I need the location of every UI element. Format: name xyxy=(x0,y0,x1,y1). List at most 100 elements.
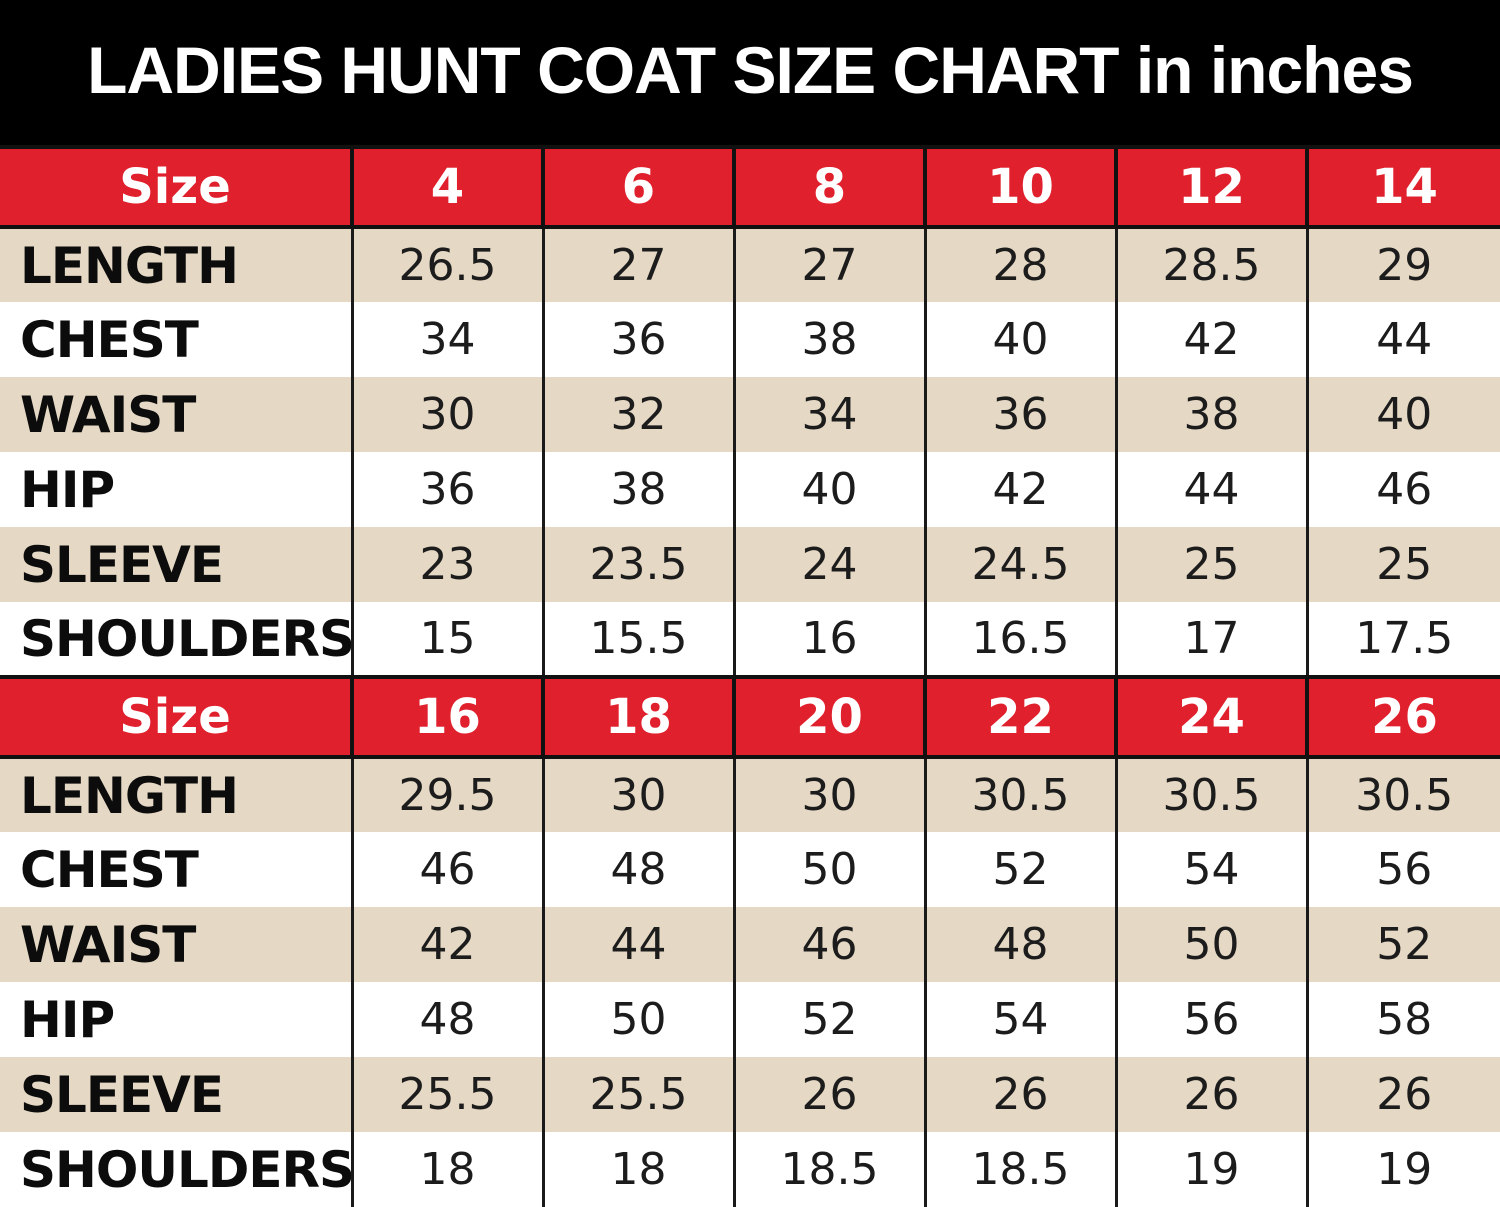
size-header-cell: 20 xyxy=(732,675,925,759)
measurement-value: 18 xyxy=(350,1132,543,1207)
measurement-value: 40 xyxy=(923,302,1116,377)
measurement-value: 52 xyxy=(1305,907,1500,982)
size-header-row: Size 16 18 20 22 24 26 xyxy=(0,675,1500,759)
measurement-value: 56 xyxy=(1114,982,1307,1057)
measurement-value: 19 xyxy=(1114,1132,1307,1207)
measurement-value: 30 xyxy=(732,757,925,832)
size-table: Size 4 6 8 10 12 14 LENGTH 26.5 27 27 28 28.5 29 CHEST… xyxy=(0,145,1500,1207)
measurement-label: SLEEVE xyxy=(0,527,352,602)
measurement-value: 40 xyxy=(1305,377,1500,452)
size-header-cell: 8 xyxy=(732,145,925,229)
measurement-value: 38 xyxy=(541,452,734,527)
measurement-value: 16 xyxy=(732,602,925,677)
measurement-value: 29 xyxy=(1305,227,1500,302)
measurement-value: 17.5 xyxy=(1305,602,1500,677)
measurement-value: 27 xyxy=(541,227,734,302)
measurement-value: 46 xyxy=(1305,452,1500,527)
measurement-value: 30 xyxy=(541,757,734,832)
measurement-row: CHEST 46 48 50 52 54 56 xyxy=(0,832,1500,907)
measurement-row: SLEEVE 25.5 25.5 26 26 26 26 xyxy=(0,1057,1500,1132)
measurement-value: 44 xyxy=(1305,302,1500,377)
measurement-value: 54 xyxy=(923,982,1116,1057)
size-header-cell: 26 xyxy=(1305,675,1500,759)
measurement-value: 46 xyxy=(732,907,925,982)
measurement-value: 50 xyxy=(541,982,734,1057)
measurement-value: 26 xyxy=(1305,1057,1500,1132)
measurement-value: 30 xyxy=(350,377,543,452)
measurement-label: HIP xyxy=(0,982,352,1057)
measurement-value: 18.5 xyxy=(732,1132,925,1207)
measurement-value: 34 xyxy=(732,377,925,452)
measurement-value: 23.5 xyxy=(541,527,734,602)
measurement-row: LENGTH 26.5 27 27 28 28.5 29 xyxy=(0,227,1500,302)
size-header-cell: 22 xyxy=(923,675,1116,759)
measurement-label: CHEST xyxy=(0,832,352,907)
measurement-value: 26 xyxy=(923,1057,1116,1132)
measurement-row: SHOULDERS 15 15.5 16 16.5 17 17.5 xyxy=(0,602,1500,677)
measurement-row: HIP 36 38 40 42 44 46 xyxy=(0,452,1500,527)
measurement-value: 48 xyxy=(923,907,1116,982)
measurement-value: 42 xyxy=(1114,302,1307,377)
measurement-label: WAIST xyxy=(0,907,352,982)
measurement-label: WAIST xyxy=(0,377,352,452)
measurement-value: 44 xyxy=(1114,452,1307,527)
size-header-row: Size 4 6 8 10 12 14 xyxy=(0,145,1500,229)
measurement-row: SHOULDERS 18 18 18.5 18.5 19 19 xyxy=(0,1132,1500,1207)
measurement-value: 32 xyxy=(541,377,734,452)
measurement-label: LENGTH xyxy=(0,227,352,302)
measurement-value: 38 xyxy=(732,302,925,377)
measurement-value: 16.5 xyxy=(923,602,1116,677)
measurement-row: HIP 48 50 52 54 56 58 xyxy=(0,982,1500,1057)
measurement-label: SHOULDERS xyxy=(0,602,352,677)
size-header-cell: 6 xyxy=(541,145,734,229)
measurement-row: WAIST 30 32 34 36 38 40 xyxy=(0,377,1500,452)
size-header-label: Size xyxy=(0,675,352,759)
measurement-value: 46 xyxy=(350,832,543,907)
measurement-row: WAIST 42 44 46 48 50 52 xyxy=(0,907,1500,982)
measurement-label: HIP xyxy=(0,452,352,527)
measurement-value: 19 xyxy=(1305,1132,1500,1207)
measurement-value: 23 xyxy=(350,527,543,602)
measurement-value: 34 xyxy=(350,302,543,377)
measurement-label: SHOULDERS xyxy=(0,1132,352,1207)
measurement-value: 18 xyxy=(541,1132,734,1207)
measurement-label: CHEST xyxy=(0,302,352,377)
measurement-value: 50 xyxy=(1114,907,1307,982)
size-header-cell: 12 xyxy=(1114,145,1307,229)
size-header-cell: 14 xyxy=(1305,145,1500,229)
measurement-value: 26 xyxy=(1114,1057,1307,1132)
measurement-value: 18.5 xyxy=(923,1132,1116,1207)
size-header-cell: 16 xyxy=(350,675,543,759)
size-header-cell: 4 xyxy=(350,145,543,229)
measurement-value: 28 xyxy=(923,227,1116,302)
measurement-value: 38 xyxy=(1114,377,1307,452)
measurement-value: 27 xyxy=(732,227,925,302)
size-header-cell: 18 xyxy=(541,675,734,759)
measurement-label: SLEEVE xyxy=(0,1057,352,1132)
measurement-row: LENGTH 29.5 30 30 30.5 30.5 30.5 xyxy=(0,757,1500,832)
measurement-value: 52 xyxy=(732,982,925,1057)
measurement-row: CHEST 34 36 38 40 42 44 xyxy=(0,302,1500,377)
measurement-label: LENGTH xyxy=(0,757,352,832)
measurement-value: 36 xyxy=(923,377,1116,452)
measurement-value: 15.5 xyxy=(541,602,734,677)
measurement-value: 44 xyxy=(541,907,734,982)
size-chart-table: Size 4 6 8 10 12 14 LENGTH 26.5 27 27 28 28.5 29 CHEST… xyxy=(0,145,1500,1207)
measurement-value: 28.5 xyxy=(1114,227,1307,302)
measurement-value: 25.5 xyxy=(541,1057,734,1132)
measurement-value: 36 xyxy=(541,302,734,377)
measurement-value: 25.5 xyxy=(350,1057,543,1132)
measurement-value: 24.5 xyxy=(923,527,1116,602)
measurement-value: 30.5 xyxy=(923,757,1116,832)
measurement-value: 30.5 xyxy=(1305,757,1500,832)
measurement-value: 24 xyxy=(732,527,925,602)
size-header-label: Size xyxy=(0,145,352,229)
measurement-value: 48 xyxy=(541,832,734,907)
measurement-value: 17 xyxy=(1114,602,1307,677)
measurement-value: 48 xyxy=(350,982,543,1057)
measurement-value: 36 xyxy=(350,452,543,527)
measurement-value: 40 xyxy=(732,452,925,527)
measurement-value: 50 xyxy=(732,832,925,907)
measurement-value: 26.5 xyxy=(350,227,543,302)
measurement-value: 54 xyxy=(1114,832,1307,907)
